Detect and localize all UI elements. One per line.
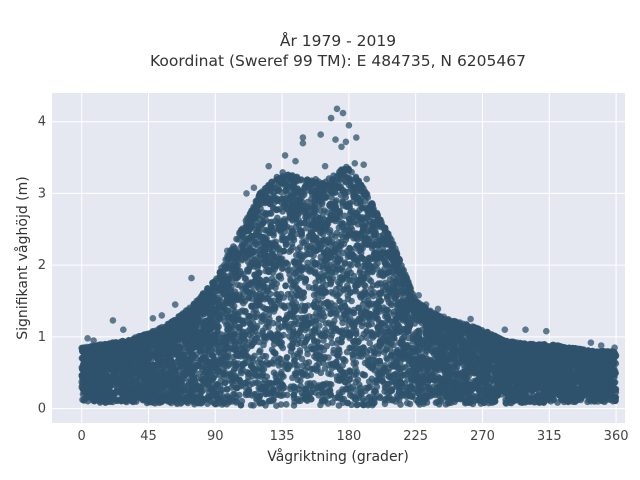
data-point: [254, 359, 262, 366]
data-point: [350, 323, 357, 331]
data-point: [323, 342, 331, 350]
chart-title: År 1979 - 2019: [280, 31, 396, 50]
data-point: [312, 279, 319, 286]
data-point: [112, 388, 120, 396]
data-point: [249, 357, 256, 365]
data-point: [397, 401, 404, 408]
data-point: [366, 339, 374, 347]
data-point: [241, 308, 249, 316]
data-point: [305, 284, 313, 291]
data-point: [231, 391, 238, 398]
data-point: [346, 344, 353, 352]
data-point: [584, 398, 591, 406]
data-point: [223, 307, 231, 314]
data-point: [352, 378, 360, 386]
data-point: [365, 378, 373, 385]
data-point: [284, 267, 292, 274]
data-point: [404, 334, 412, 342]
data-point: [381, 400, 389, 408]
data-point: [270, 356, 278, 363]
data-points: [78, 105, 620, 410]
data-point: [322, 326, 329, 334]
data-point: [406, 400, 414, 408]
data-point: [361, 371, 369, 379]
data-point: [253, 322, 261, 330]
data-point: [332, 233, 339, 240]
chart-subtitle: Koordinat (Sweref 99 TM): E 484735, N 62…: [150, 52, 526, 70]
data-point: [278, 265, 286, 273]
